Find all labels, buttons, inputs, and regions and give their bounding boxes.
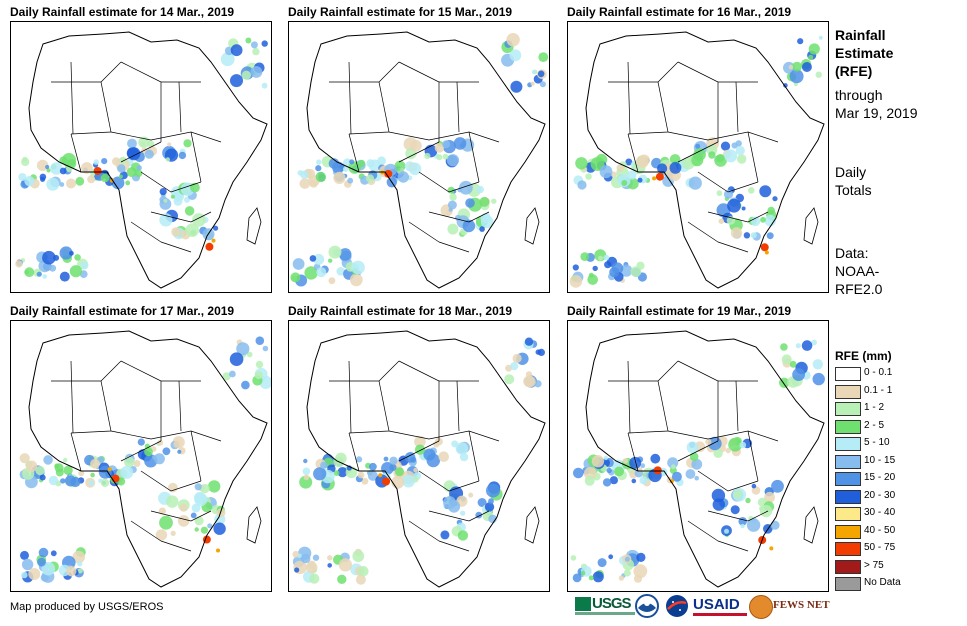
panel-title: Daily Rainfall estimate for 16 Mar., 201…: [567, 5, 792, 19]
legend-item: 1 - 2: [835, 400, 945, 418]
title-line: Rainfall: [835, 27, 886, 43]
legend-item: > 75: [835, 558, 945, 576]
legend-item: 40 - 50: [835, 523, 945, 541]
daily-line: Daily: [835, 164, 867, 180]
panel-title: Daily Rainfall estimate for 19 Mar., 201…: [567, 304, 792, 318]
legend-item: 10 - 15: [835, 453, 945, 471]
daily-line: Totals: [835, 182, 872, 198]
legend-swatch: [835, 437, 861, 451]
data-source: Data: NOAA- RFE2.0: [835, 244, 882, 298]
legend-label: 50 - 75: [864, 542, 896, 553]
legend-swatch: [835, 559, 861, 574]
legend-swatch: [835, 384, 861, 399]
legend-label: No Data: [864, 577, 901, 588]
map-credit: Map produced by USGS/EROS: [10, 601, 164, 613]
legend-label: 10 - 15: [864, 454, 896, 466]
data-line: RFE2.0: [835, 281, 883, 297]
rainfall-map: [567, 21, 829, 293]
panel-title: Daily Rainfall estimate for 17 Mar., 201…: [10, 304, 235, 318]
legend-item: 0.1 - 1: [835, 383, 945, 401]
legend-label: 1 - 2: [864, 402, 885, 413]
legend-label: 20 - 30: [864, 489, 896, 501]
legend-item: 5 - 10: [835, 435, 945, 453]
noaa-logo: [635, 594, 659, 620]
legend-label: 15 - 20: [864, 472, 896, 483]
legend-swatch: [835, 507, 861, 521]
legend-item: 15 - 20: [835, 470, 945, 488]
usgs-logo: USGS: [575, 594, 635, 620]
legend-swatch: [835, 542, 861, 556]
legend-item: 20 - 30: [835, 488, 945, 506]
legend-label: 5 - 10: [864, 437, 890, 448]
legend-item: 0 - 0.1: [835, 365, 945, 383]
legend-label: > 75: [864, 559, 884, 571]
legend-swatch: [835, 419, 861, 434]
usaid-logo: USAID: [693, 594, 747, 620]
legend-label: 2 - 5: [864, 419, 885, 431]
product-title: Rainfall Estimate (RFE): [835, 26, 893, 80]
rfe-legend: RFE (mm) 0 - 0.1 0.1 - 1 1 - 2 2 - 5 5 - 10 1…: [835, 347, 945, 593]
title-line: (RFE): [835, 63, 873, 79]
rainfall-map: [567, 320, 829, 592]
legend-label: 0.1 - 1: [864, 384, 893, 396]
title-line: Estimate: [835, 45, 894, 61]
rainfall-map: [10, 320, 272, 592]
panel-title: Daily Rainfall estimate for 15 Mar., 201…: [288, 5, 513, 19]
data-line: Data:: [835, 245, 869, 261]
through-line: Mar 19, 2019: [835, 105, 918, 121]
legend-label: 0 - 0.1: [864, 367, 893, 378]
legend-swatch: [835, 367, 861, 381]
legend-item: 2 - 5: [835, 418, 945, 436]
legend-item: 50 - 75: [835, 540, 945, 558]
legend-swatch: [835, 489, 861, 504]
legend-swatch: [835, 402, 861, 416]
daily-totals-label: Daily Totals: [835, 163, 872, 199]
rainfall-map: [288, 21, 550, 293]
legend-item: 30 - 40: [835, 505, 945, 523]
legend-swatch: [835, 524, 861, 539]
legend-title: RFE (mm): [835, 349, 892, 363]
legend-label: 30 - 40: [864, 507, 896, 518]
rainfall-map: [10, 21, 272, 293]
data-line: NOAA-: [835, 263, 880, 279]
legend-item: No Data: [835, 575, 945, 593]
legend-label: 40 - 50: [864, 524, 896, 536]
nasa-logo: [665, 594, 689, 620]
legend-swatch: [835, 472, 861, 486]
legend-swatch: [835, 577, 861, 591]
rainfall-map: [288, 320, 550, 592]
through-date: through Mar 19, 2019: [835, 86, 918, 122]
through-line: through: [835, 87, 883, 103]
panel-title: Daily Rainfall estimate for 18 Mar., 201…: [288, 304, 513, 318]
fews-net-logo: FEWS NET: [749, 594, 830, 620]
panel-title: Daily Rainfall estimate for 14 Mar., 201…: [10, 5, 235, 19]
legend-swatch: [835, 454, 861, 469]
agency-logos: USGS USAID FEWS NET: [575, 594, 830, 620]
